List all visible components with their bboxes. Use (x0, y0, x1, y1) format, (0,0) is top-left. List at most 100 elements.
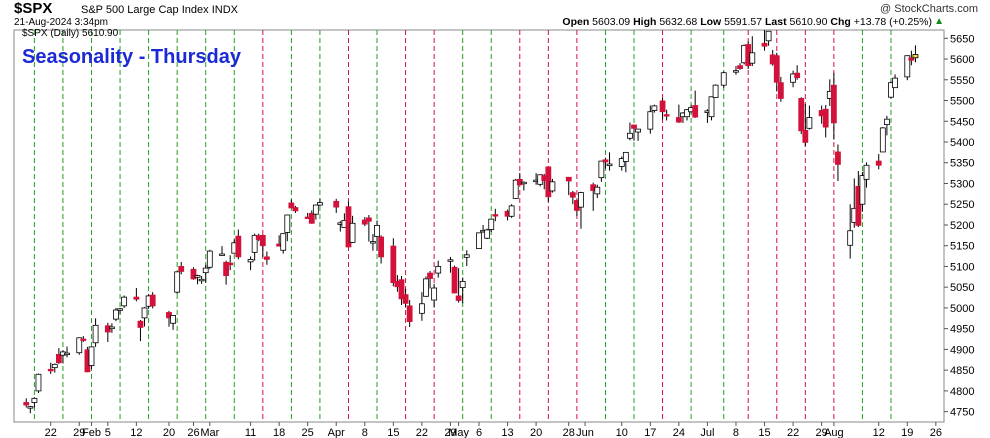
candle (451, 265, 458, 294)
candle (647, 105, 654, 134)
candle-body (64, 352, 70, 356)
candle-body (492, 214, 499, 217)
candle (251, 233, 258, 261)
candle (108, 323, 115, 333)
candle (435, 260, 442, 278)
candle-body (92, 324, 99, 344)
candle (459, 277, 466, 304)
candle-body (459, 280, 466, 288)
candle-body (659, 100, 666, 113)
candle (908, 50, 915, 66)
candle (88, 346, 95, 369)
x-tick-label: Apr (328, 427, 345, 438)
candle-body (647, 111, 654, 130)
candle (602, 157, 609, 169)
candle (761, 30, 768, 51)
low-label: Low (700, 16, 722, 28)
candle-body (431, 287, 438, 301)
candle (659, 98, 666, 120)
attribution: @ StockCharts.com (880, 3, 978, 15)
candle (733, 66, 739, 75)
full-name: S&P 500 Large Cap Index (81, 4, 209, 16)
candle-body (263, 256, 270, 260)
candle-body (312, 204, 319, 215)
candle (47, 362, 54, 374)
candle (773, 52, 780, 92)
candle (476, 232, 482, 250)
candle-body (227, 262, 234, 266)
open-value: 5603.09 (592, 16, 631, 28)
candle-body (141, 307, 148, 319)
candle (259, 234, 266, 257)
x-tick-label: Aug (824, 427, 844, 438)
candle-body (251, 234, 258, 253)
candle (875, 154, 882, 170)
candle-body (365, 217, 372, 222)
y-tick-label: 5050 (950, 282, 974, 294)
y-tick-label: 5450 (950, 116, 974, 128)
candle-body (520, 181, 527, 185)
candle (64, 346, 70, 358)
candle-body (223, 261, 230, 276)
candle (121, 295, 128, 308)
candle-body (912, 54, 919, 59)
candle-body (892, 77, 898, 89)
candle (55, 348, 62, 364)
candle-body (219, 253, 225, 256)
candle (92, 318, 99, 347)
x-tick-label: 25 (302, 427, 314, 438)
candle-body (133, 296, 140, 300)
x-tick-label: 12 (130, 427, 142, 438)
high-value: 5632.68 (659, 16, 698, 28)
candle-body (684, 109, 690, 118)
candle-body (761, 42, 768, 47)
x-tick-label: Jul (700, 427, 714, 438)
candle (508, 204, 515, 218)
candle-body (423, 278, 429, 297)
candle-body (288, 202, 295, 209)
candle-body (602, 159, 609, 163)
index-name: S&P 500 Large Cap Index INDX (81, 4, 238, 16)
candle-body (361, 219, 368, 225)
candle-body (121, 296, 128, 307)
candle (423, 276, 429, 297)
candle-body (855, 185, 862, 226)
x-tick-label: 22 (416, 427, 428, 438)
candle (374, 220, 380, 251)
candle (520, 181, 527, 191)
candle-body (549, 181, 556, 192)
candle (333, 198, 340, 213)
candle (484, 228, 491, 240)
candle (427, 271, 433, 289)
candle-body (777, 82, 784, 99)
candle-body (651, 105, 658, 111)
candle (317, 198, 323, 206)
candle (431, 283, 438, 308)
candle (765, 30, 772, 46)
candle-body (27, 406, 34, 409)
candle (912, 45, 919, 63)
candle-body (883, 118, 890, 125)
candle (80, 336, 87, 342)
candle-body (765, 30, 772, 42)
candle-body (737, 65, 743, 69)
candle (170, 314, 176, 330)
x-tick-label: 18 (273, 427, 285, 438)
y-tick-label: 5300 (950, 178, 974, 190)
candle-body (904, 55, 911, 78)
candle-body (333, 200, 340, 208)
candle-body (402, 294, 409, 304)
chg-label: Chg (830, 16, 851, 28)
candle (712, 84, 719, 99)
candle (512, 178, 519, 199)
x-tick-label: 26 (930, 427, 942, 438)
candle (675, 104, 682, 123)
candle-body (463, 254, 470, 258)
y-tick-label: 5150 (950, 241, 974, 253)
y-tick-label: 4850 (950, 365, 974, 377)
candle (361, 217, 368, 227)
candle-body (378, 236, 385, 258)
x-tick-label: 13 (501, 427, 513, 438)
candle-body (749, 52, 756, 64)
